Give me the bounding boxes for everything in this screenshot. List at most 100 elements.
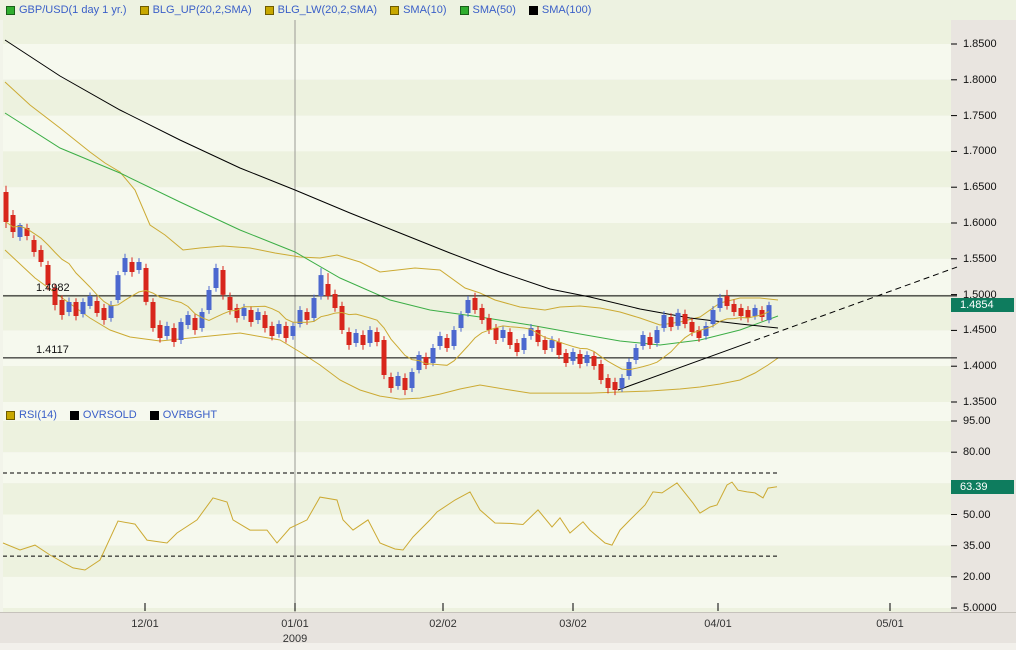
date-tick-label: 03/02	[559, 618, 587, 630]
price-tick-label: 1.7500	[963, 109, 997, 122]
candle-body-up	[17, 225, 23, 237]
chart-plot-area[interactable]	[3, 20, 951, 612]
candle-body-down	[486, 318, 492, 330]
candle-body-down	[339, 306, 345, 330]
background-stripe	[3, 608, 951, 612]
rsi-panel-legend: RSI(14) OVRSOLD OVRBGHT	[6, 409, 217, 421]
candle-body-down	[304, 312, 310, 320]
background-stripe	[3, 483, 951, 515]
candle-body-down	[591, 356, 597, 366]
candle-body-down	[31, 240, 37, 252]
background-stripe	[3, 421, 951, 453]
rsi-tick-label: 20.00	[963, 570, 991, 583]
candle-body-up	[500, 330, 506, 338]
candle-body-down	[3, 192, 9, 222]
price-tick-label: 1.4500	[963, 324, 997, 337]
background-stripe	[3, 514, 951, 546]
candle-body-up	[633, 348, 639, 360]
candle-body-up	[626, 362, 632, 376]
candle-body-down	[605, 378, 611, 388]
candle-body-up	[766, 305, 772, 321]
candle-body-down	[150, 302, 156, 328]
candle-body-up	[619, 378, 625, 388]
candle-body-down	[325, 284, 331, 296]
candle-body-up	[451, 330, 457, 346]
rsi-tick-label: 80.00	[963, 446, 991, 459]
candle-body-up	[416, 355, 422, 370]
candle-body-up	[752, 308, 758, 316]
candle-body-down	[52, 288, 58, 305]
background-stripe	[3, 366, 951, 402]
price-tick-label: 1.6000	[963, 217, 997, 229]
price-tick-label: 1.8000	[963, 73, 997, 86]
rsi-legend-item[interactable]: RSI(14)	[6, 409, 57, 421]
candle-body-down	[157, 325, 163, 338]
background-stripe	[3, 452, 951, 484]
main-legend-item[interactable]: SMA(10)	[390, 4, 447, 16]
main-legend-item[interactable]: BLG_UP(20,2,SMA)	[139, 4, 252, 16]
candle-body-up	[311, 298, 317, 318]
main-legend-item[interactable]: GBP/USD(1 day 1 yr.)	[6, 4, 127, 16]
candle-body-down	[283, 326, 289, 338]
candle-body-down	[171, 328, 177, 342]
price-tick-label: 1.6500	[963, 181, 997, 194]
candle-body-up	[367, 330, 373, 343]
candle-body-down	[682, 314, 688, 324]
background-stripe	[3, 545, 951, 577]
candle-body-down	[612, 382, 618, 390]
candle-body-down	[493, 328, 499, 340]
date-tick-label: 02/02	[429, 618, 457, 630]
candle-body-up	[297, 310, 303, 324]
main-legend-item[interactable]: BLG_LW(20,2,SMA)	[264, 4, 377, 16]
candle-body-up	[80, 302, 86, 314]
legend-strip-background	[0, 0, 1016, 20]
candle-body-up	[164, 326, 170, 336]
candle-body-up	[710, 310, 716, 324]
candle-body-down	[514, 343, 520, 352]
date-tick-label: 12/01	[131, 618, 159, 630]
candle-body-down	[696, 330, 702, 338]
candle-body-down	[563, 353, 569, 363]
candle-body-up	[430, 348, 436, 363]
candle-body-up	[584, 355, 590, 363]
background-stripe	[3, 151, 951, 188]
legend-item-label: SMA(10)	[403, 4, 447, 16]
candle-body-down	[388, 377, 394, 388]
background-stripe	[3, 20, 951, 44]
legend-swatch-icon	[459, 5, 469, 15]
rsi-legend-item[interactable]: OVRBGHT	[149, 409, 217, 421]
main-legend-item[interactable]: SMA(50)	[459, 4, 516, 16]
main-legend-item[interactable]: SMA(100)	[528, 4, 591, 16]
background-stripe	[3, 115, 951, 152]
price-tick-label: 1.3500	[963, 396, 997, 408]
candle-body-down	[598, 364, 604, 380]
candle-body-down	[577, 354, 583, 364]
candle-body-down	[24, 228, 30, 236]
date-tick-label: 01/01	[281, 618, 309, 630]
candle-body-down	[647, 337, 653, 345]
candle-body-up	[528, 328, 534, 336]
rsi-tick-label: 35.00	[963, 539, 991, 552]
candle-body-down	[59, 300, 65, 315]
rsi-legend-item[interactable]: OVRSOLD	[69, 409, 137, 421]
candle-body-up	[703, 326, 709, 336]
candle-body-up	[108, 305, 114, 318]
candle-body-down	[73, 302, 79, 316]
legend-swatch-icon	[139, 5, 149, 15]
candle-body-down	[269, 326, 275, 336]
candle-body-down	[535, 330, 541, 342]
candle-body-up	[241, 308, 247, 316]
candle-body-up	[458, 315, 464, 328]
candle-body-up	[549, 340, 555, 348]
candlestick-series[interactable]	[3, 185, 772, 396]
legend-swatch-icon	[149, 410, 159, 420]
candle-body-up	[395, 376, 401, 386]
candle-body-down	[402, 378, 408, 390]
rsi-tick-label: 5.0000	[963, 602, 997, 615]
last-price-badge: 1.4854	[951, 298, 1014, 313]
candle-body-down	[759, 310, 765, 317]
candle-body-down	[248, 310, 254, 322]
legend-item-label: BLG_UP(20,2,SMA)	[152, 4, 252, 16]
candle-body-down	[192, 318, 198, 330]
background-stripe	[3, 44, 951, 80]
